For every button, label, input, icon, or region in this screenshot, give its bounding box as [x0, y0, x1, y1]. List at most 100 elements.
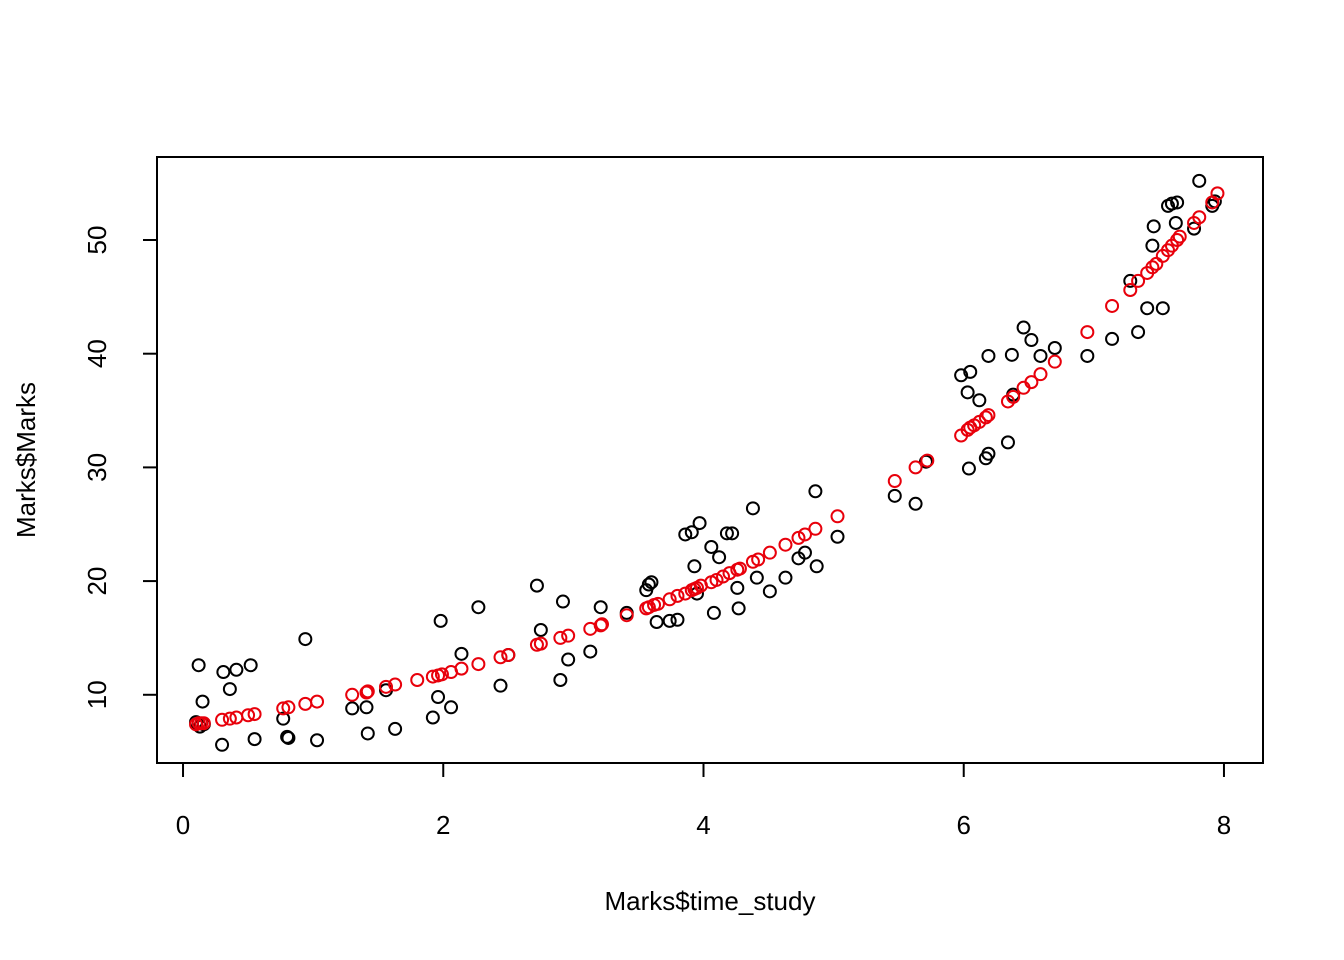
- data-point: [454, 646, 469, 661]
- data-point: [471, 657, 486, 672]
- data-point: [692, 516, 707, 531]
- data-point: [345, 701, 360, 716]
- data-point: [553, 630, 568, 645]
- data-point: [981, 348, 996, 363]
- data-point: [1024, 375, 1039, 390]
- y-tick-label: 40: [82, 339, 112, 368]
- data-point: [1080, 348, 1095, 363]
- data-point: [649, 615, 664, 630]
- data-point: [471, 600, 486, 615]
- data-point: [978, 410, 993, 425]
- data-point: [981, 408, 996, 423]
- data-point: [561, 652, 576, 667]
- data-point: [1164, 196, 1179, 211]
- data-point: [808, 484, 823, 499]
- data-point: [360, 726, 375, 741]
- data-point: [963, 364, 978, 379]
- data-point: [641, 577, 656, 592]
- data-point: [1000, 435, 1015, 450]
- data-point: [1192, 173, 1207, 188]
- data-point: [533, 622, 548, 637]
- data-point: [1192, 210, 1207, 225]
- data-point: [1006, 389, 1021, 404]
- data-point: [1140, 301, 1155, 316]
- data-point: [434, 667, 449, 682]
- data-point: [662, 592, 677, 607]
- data-point: [243, 658, 258, 673]
- data-point: [808, 521, 823, 536]
- data-point: [1155, 301, 1170, 316]
- data-point: [1047, 354, 1062, 369]
- data-point: [731, 601, 746, 616]
- data-point: [791, 530, 806, 545]
- data-point: [732, 561, 747, 576]
- data-point: [310, 694, 325, 709]
- data-point: [662, 613, 677, 628]
- data-point: [644, 575, 659, 590]
- data-point: [222, 711, 237, 726]
- data-point: [797, 527, 812, 542]
- data-point: [670, 612, 685, 627]
- data-point: [1024, 333, 1039, 348]
- data-point: [712, 550, 727, 565]
- data-point: [1004, 347, 1019, 362]
- data-points: [189, 173, 1225, 752]
- data-point: [215, 712, 230, 727]
- x-tick-label: 2: [436, 810, 450, 840]
- x-tick-label: 8: [1217, 810, 1231, 840]
- y-tick-label: 50: [82, 226, 112, 255]
- data-point: [388, 721, 403, 736]
- data-point: [1146, 219, 1161, 234]
- data-point: [908, 496, 923, 511]
- data-point: [298, 632, 313, 647]
- data-point: [678, 527, 693, 542]
- data-point: [501, 647, 516, 662]
- data-point: [1105, 298, 1120, 313]
- data-point: [345, 687, 360, 702]
- data-point: [670, 588, 685, 603]
- data-point: [730, 580, 745, 595]
- data-point: [533, 636, 548, 651]
- data-point: [778, 570, 793, 585]
- data-point: [972, 393, 987, 408]
- data-point: [493, 678, 508, 693]
- data-point: [196, 716, 211, 731]
- data-point: [425, 710, 440, 725]
- data-point: [908, 460, 923, 475]
- data-point: [1145, 260, 1160, 275]
- data-point: [593, 600, 608, 615]
- data-point: [1187, 221, 1202, 236]
- data-point: [778, 537, 793, 552]
- data-point: [619, 608, 634, 623]
- data-point: [762, 545, 777, 560]
- data-point: [247, 707, 262, 722]
- data-point: [298, 696, 313, 711]
- data-point: [981, 446, 996, 461]
- data-point: [1016, 320, 1031, 335]
- data-point: [1080, 325, 1095, 340]
- data-point: [830, 529, 845, 544]
- data-point: [797, 545, 812, 560]
- data-point: [809, 559, 824, 574]
- data-point: [583, 644, 598, 659]
- data-point: [410, 673, 425, 688]
- x-axis: 0 2 4 6 8: [176, 762, 1231, 840]
- data-point: [1033, 348, 1048, 363]
- x-tick-label: 6: [956, 810, 970, 840]
- plot-frame: [156, 156, 1264, 764]
- data-point: [716, 569, 731, 584]
- data-point: [281, 730, 296, 745]
- x-axis-label: Marks$time_study: [605, 886, 816, 916]
- data-point: [247, 732, 262, 747]
- data-point: [595, 617, 610, 632]
- data-point: [241, 708, 256, 723]
- data-point: [684, 525, 699, 540]
- x-tick-label: 4: [696, 810, 710, 840]
- data-point: [1170, 195, 1185, 210]
- series-1: [189, 173, 1222, 752]
- data-point: [425, 669, 440, 684]
- data-point: [561, 628, 576, 643]
- data-point: [276, 701, 291, 716]
- data-point: [229, 662, 244, 677]
